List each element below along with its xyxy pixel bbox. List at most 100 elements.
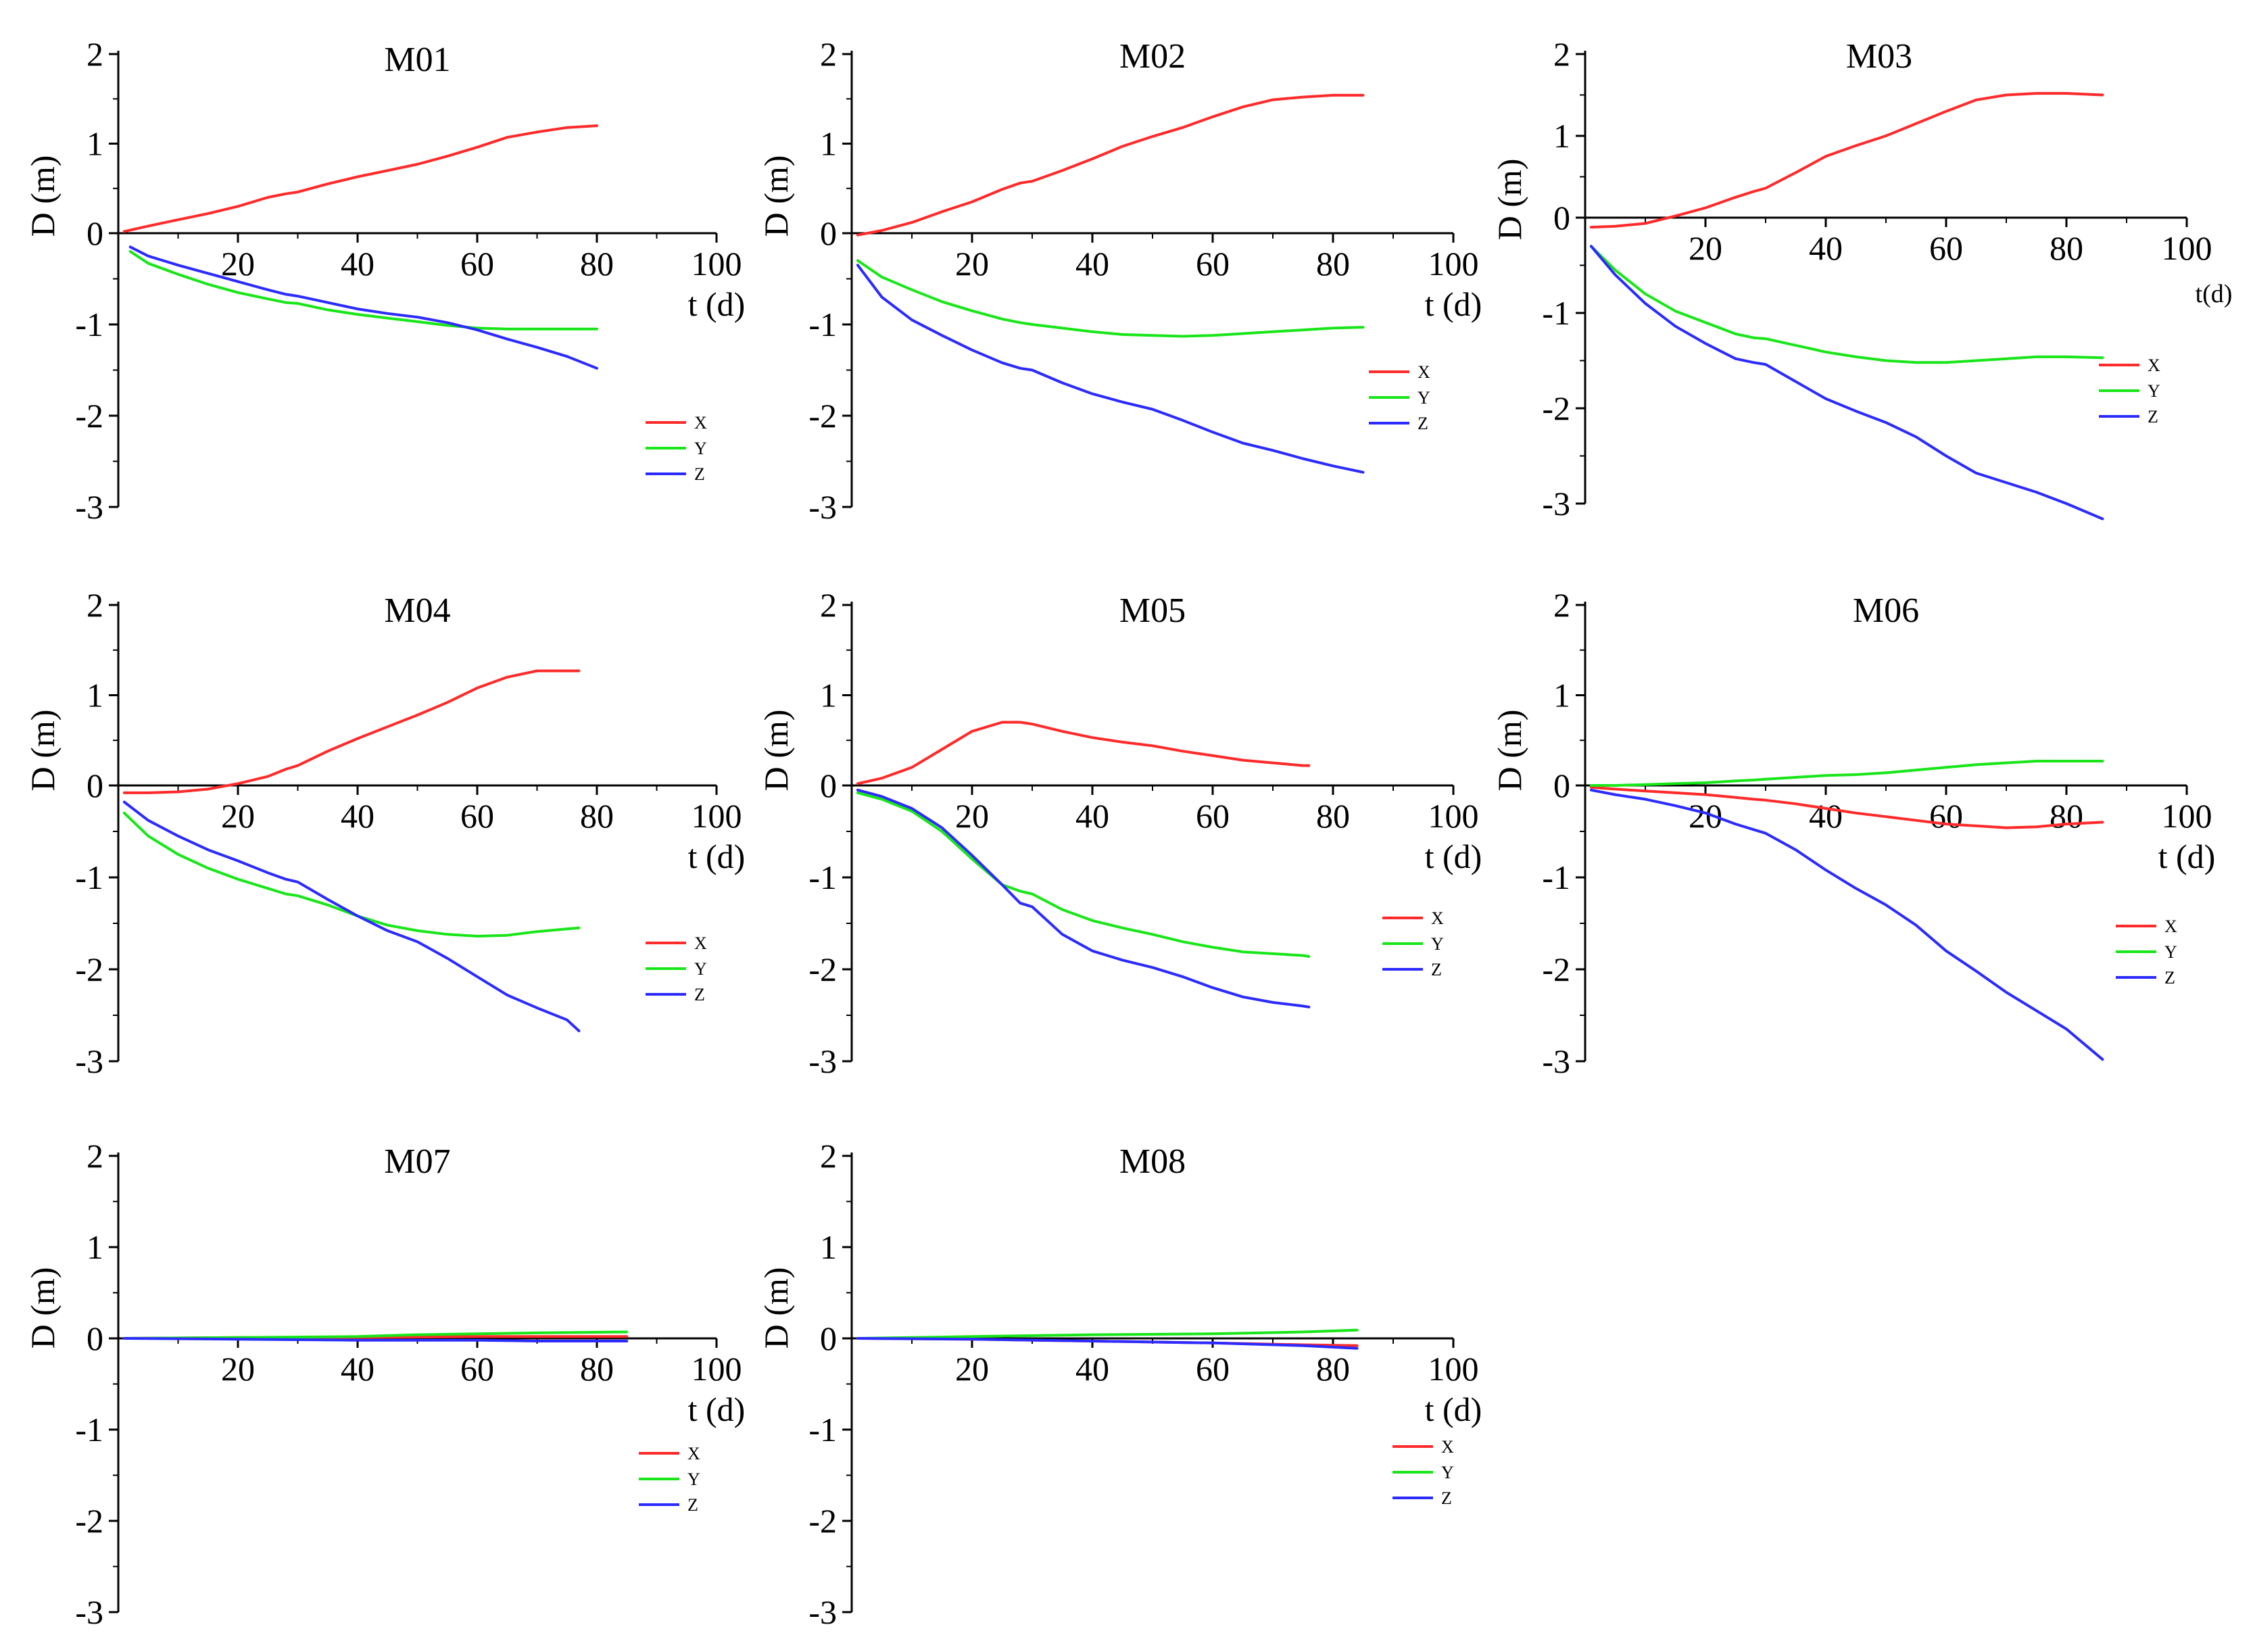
y-tick-label: 0	[87, 767, 103, 804]
y-tick-label: 2	[87, 586, 103, 624]
y-axis-label: D (m)	[757, 710, 795, 792]
x-axis-label: t (d)	[1425, 837, 1482, 875]
panel-title: M06	[1853, 591, 1919, 630]
panel-title: M01	[384, 41, 450, 79]
x-tick-label: 80	[580, 1350, 614, 1388]
x-tick-label: 100	[692, 245, 742, 283]
legend-label: X	[1441, 1437, 1454, 1457]
x-tick-label: 100	[692, 797, 742, 835]
legend: XYZ	[646, 933, 707, 1004]
x-tick-label: 40	[341, 797, 374, 835]
x-axis-label: t(d)	[2196, 280, 2233, 308]
y-tick-label: -3	[808, 1593, 837, 1631]
y-tick-label: 1	[1553, 117, 1570, 155]
x-tick-label: 80	[1316, 245, 1350, 283]
y-tick-label: -1	[808, 306, 837, 343]
y-tick-label: -2	[808, 397, 837, 435]
x-tick-label: 40	[341, 1350, 374, 1388]
x-tick-label: 60	[460, 245, 494, 283]
x-tick-label: 20	[955, 797, 989, 835]
legend-label: Y	[2164, 942, 2177, 962]
y-tick-label: -3	[75, 1042, 103, 1080]
x-tick-label: 20	[1689, 229, 1722, 267]
x-tick-label: 60	[1196, 245, 1230, 283]
y-axis-label: D (m)	[24, 710, 62, 792]
series-line-z	[128, 245, 598, 370]
y-tick-label: -1	[75, 1411, 103, 1449]
legend-label: Z	[694, 464, 705, 484]
x-axis-label: t (d)	[688, 285, 746, 323]
y-tick-label: -1	[808, 1411, 837, 1449]
x-tick-label: 100	[692, 1350, 742, 1388]
x-tick-label: 60	[1929, 797, 1963, 835]
x-tick-label: 40	[1075, 797, 1109, 835]
y-tick-label: -3	[75, 1593, 103, 1631]
y-tick-label: 0	[87, 214, 103, 252]
x-tick-label: 60	[460, 1350, 494, 1388]
y-tick-label: -2	[808, 1502, 837, 1540]
series-line-x	[122, 669, 581, 794]
x-tick-label: 40	[341, 245, 374, 283]
y-tick-label: 2	[1553, 35, 1570, 73]
y-axis-label: D (m)	[24, 155, 62, 237]
legend: XYZ	[2099, 356, 2160, 427]
x-tick-label: 80	[1316, 797, 1350, 835]
y-axis-label: D (m)	[1491, 159, 1528, 241]
y-tick-label: -2	[1542, 389, 1570, 427]
legend-label: Z	[694, 985, 705, 1004]
legend-label: X	[687, 1444, 700, 1463]
legend-label: Z	[1441, 1488, 1452, 1508]
x-tick-label: 100	[1428, 1350, 1479, 1388]
x-tick-label: 40	[1809, 797, 1843, 835]
y-tick-label: 2	[1553, 586, 1570, 624]
x-tick-label: 40	[1809, 229, 1843, 267]
legend: XYZ	[1392, 1437, 1454, 1508]
y-tick-label: 2	[87, 1137, 103, 1175]
y-tick-label: -3	[75, 488, 103, 526]
legend-label: Y	[687, 1469, 700, 1489]
legend-label: Z	[1431, 960, 1442, 979]
y-tick-label: -3	[808, 488, 837, 526]
series-line-y	[856, 791, 1311, 958]
y-axis-label: D (m)	[757, 1267, 795, 1349]
series-line-z	[856, 788, 1311, 1009]
x-tick-label: 80	[580, 797, 614, 835]
series-line-y	[122, 1330, 629, 1340]
panel-title: M02	[1119, 37, 1186, 76]
x-tick-label: 100	[1428, 245, 1479, 283]
y-axis-label: D (m)	[24, 1267, 62, 1349]
y-tick-label: 1	[820, 1228, 837, 1266]
series-line-z	[856, 1337, 1359, 1350]
x-tick-label: 80	[2050, 797, 2083, 835]
y-tick-label: -2	[808, 950, 837, 988]
y-tick-label: 2	[820, 35, 837, 73]
x-axis-label: t (d)	[688, 837, 746, 875]
series-line-z	[856, 264, 1365, 474]
x-tick-label: 80	[2050, 229, 2083, 267]
y-tick-label: 0	[1553, 199, 1570, 237]
legend-label: X	[694, 933, 707, 953]
legend: XYZ	[646, 413, 707, 484]
legend: XYZ	[639, 1444, 700, 1515]
y-axis-label: D (m)	[757, 155, 795, 237]
x-tick-label: 20	[955, 245, 989, 283]
x-tick-label: 20	[221, 245, 255, 283]
panel-title: M03	[1846, 37, 1912, 76]
series-line-y	[128, 250, 598, 331]
x-tick-label: 20	[221, 1350, 255, 1388]
legend-label: Y	[694, 439, 707, 458]
legend-label: X	[2148, 356, 2160, 375]
x-tick-label: 80	[1316, 1350, 1350, 1388]
y-tick-label: -2	[75, 950, 103, 988]
y-tick-label: 0	[87, 1319, 103, 1357]
legend: XYZ	[2116, 917, 2177, 988]
legend: XYZ	[1369, 362, 1430, 433]
y-tick-label: 1	[1553, 677, 1570, 714]
series-line-z	[122, 800, 581, 1033]
y-tick-label: 0	[820, 214, 837, 252]
